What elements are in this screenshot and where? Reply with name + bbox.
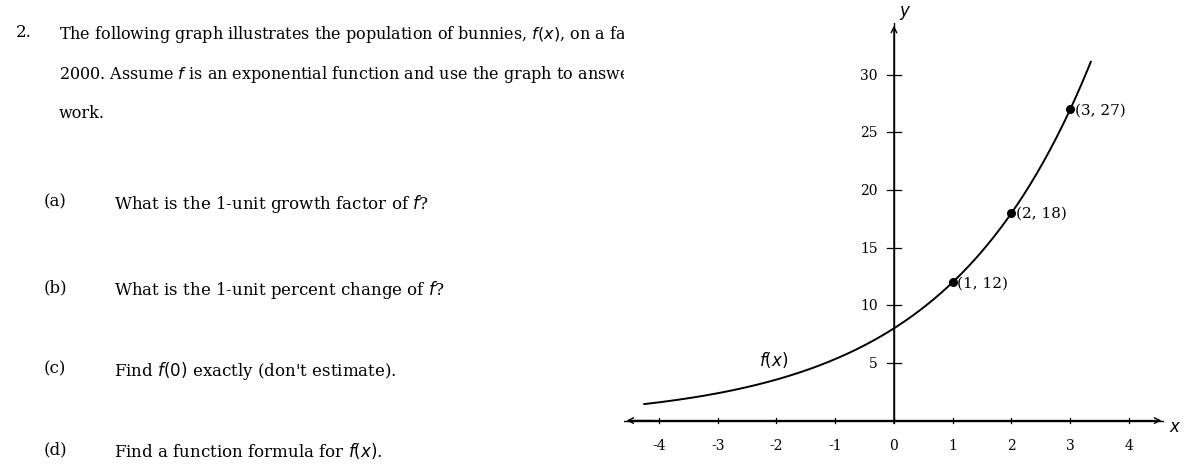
Text: 3: 3 [1066,438,1075,452]
Text: (b): (b) [43,278,67,296]
Text: What is the 1-unit growth factor of $f$?: What is the 1-unit growth factor of $f$? [114,193,429,215]
Text: Find a function formula for $f(x)$.: Find a function formula for $f(x)$. [114,440,383,460]
Text: 25: 25 [860,126,878,140]
Text: 15: 15 [860,241,878,255]
Text: -4: -4 [652,438,665,452]
Text: (d): (d) [43,440,67,457]
Text: $y$: $y$ [899,3,912,21]
Text: $f(x)$: $f(x)$ [759,349,788,369]
Text: 2000. Assume $f$ is an exponential function and use the graph to answer these qu: 2000. Assume $f$ is an exponential funct… [58,64,872,85]
Text: 0: 0 [890,438,898,452]
Text: -3: -3 [710,438,725,452]
Text: 20: 20 [860,184,878,198]
Text: The following graph illustrates the population of bunnies, $f(x)$, on a farm $x$: The following graph illustrates the popu… [58,24,757,45]
Text: work.: work. [58,105,105,122]
Text: -2: -2 [770,438,783,452]
Text: $x$: $x$ [1169,418,1181,435]
Text: (2, 18): (2, 18) [1016,207,1067,220]
Text: -1: -1 [828,438,842,452]
Text: 5: 5 [868,356,878,370]
Text: (1, 12): (1, 12) [958,276,1009,289]
Text: 2.: 2. [15,24,31,41]
Text: 4: 4 [1125,438,1133,452]
Text: 30: 30 [860,69,878,82]
Text: What is the 1-unit percent change of $f$?: What is the 1-unit percent change of $f$… [114,278,444,300]
Text: (3, 27): (3, 27) [1075,103,1126,117]
Text: (a): (a) [43,193,67,210]
Text: 1: 1 [948,438,958,452]
Text: 10: 10 [860,298,878,313]
Text: (c): (c) [43,359,65,377]
Text: Find $f(0)$ exactly (don't estimate).: Find $f(0)$ exactly (don't estimate). [114,359,397,381]
Text: 2: 2 [1007,438,1016,452]
